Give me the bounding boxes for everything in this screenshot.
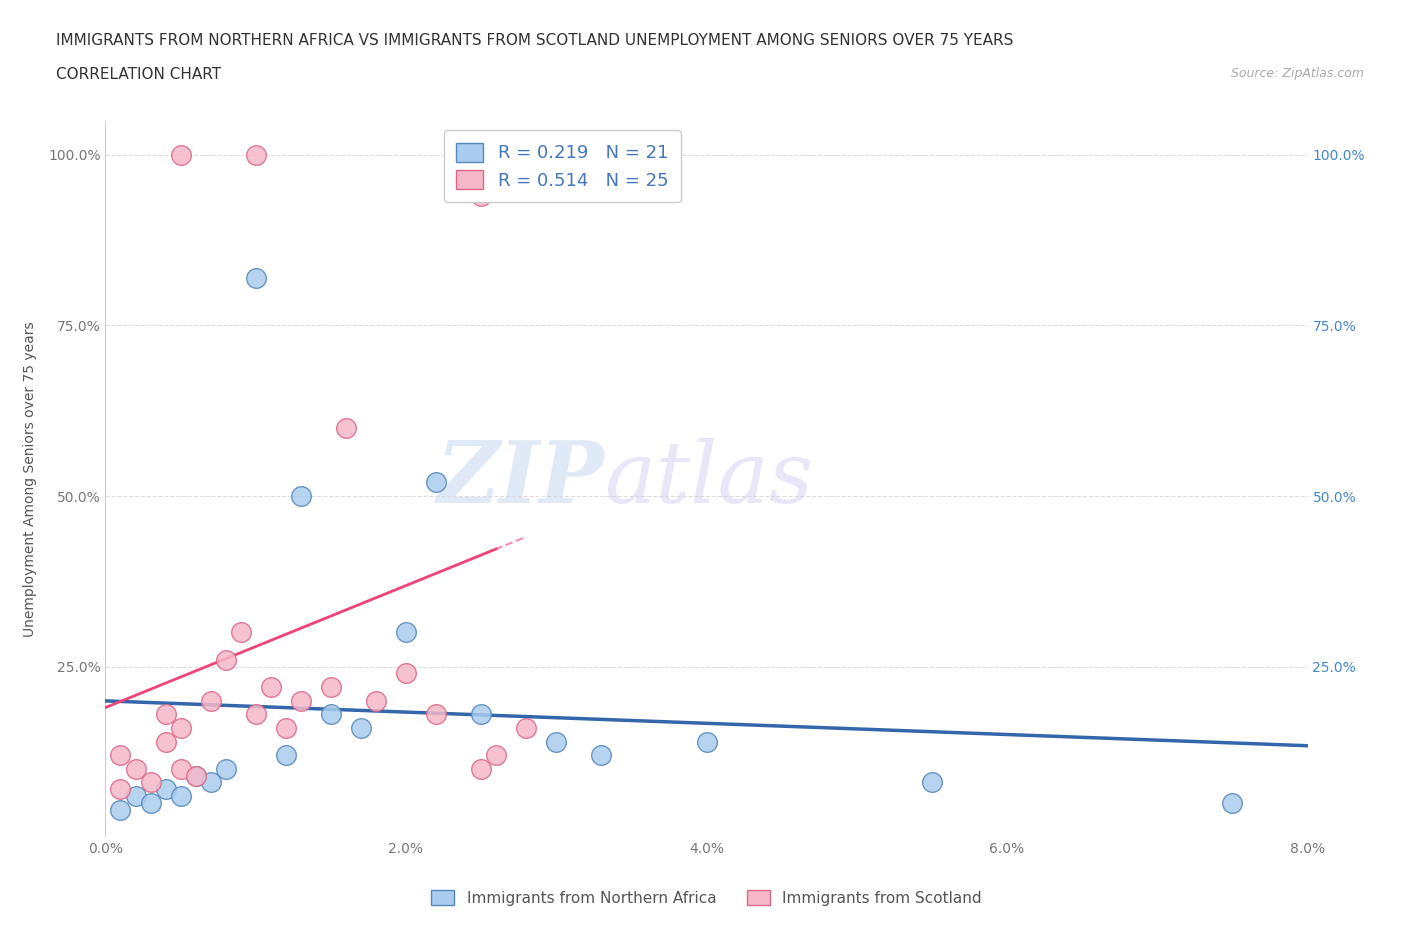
Point [169, 762, 191, 777]
Point [546, 734, 568, 749]
Point [110, 803, 132, 817]
Point [124, 789, 146, 804]
Point [229, 625, 252, 640]
Point [200, 693, 222, 708]
Point [200, 775, 222, 790]
Text: CORRELATION CHART: CORRELATION CHART [56, 67, 221, 82]
Point [169, 148, 191, 163]
Point [110, 782, 132, 797]
Point [350, 721, 373, 736]
Point [470, 707, 492, 722]
Point [169, 789, 191, 804]
Text: atlas: atlas [605, 438, 814, 520]
Y-axis label: Unemployment Among Seniors over 75 years: Unemployment Among Seniors over 75 years [22, 321, 37, 637]
Legend: Immigrants from Northern Africa, Immigrants from Scotland: Immigrants from Northern Africa, Immigra… [426, 884, 987, 911]
Point [290, 693, 312, 708]
Point [319, 707, 342, 722]
Point [485, 748, 508, 763]
Point [260, 680, 283, 695]
Text: ZIP: ZIP [436, 437, 605, 521]
Text: Source: ZipAtlas.com: Source: ZipAtlas.com [1230, 67, 1364, 80]
Point [274, 748, 297, 763]
Point [184, 768, 207, 783]
Point [245, 148, 267, 163]
Point [124, 762, 146, 777]
Point [591, 748, 613, 763]
Point [184, 768, 207, 783]
Point [245, 271, 267, 286]
Point [214, 762, 236, 777]
Point [139, 775, 162, 790]
Point [169, 721, 191, 736]
Point [696, 734, 718, 749]
Point [214, 652, 236, 667]
Point [425, 707, 447, 722]
Point [335, 420, 357, 435]
Point [470, 148, 492, 163]
Point [425, 475, 447, 490]
Point [921, 775, 943, 790]
Point [290, 488, 312, 503]
Point [155, 707, 177, 722]
Point [395, 625, 418, 640]
Point [1222, 795, 1244, 810]
Point [245, 707, 267, 722]
Point [364, 693, 387, 708]
Point [110, 748, 132, 763]
Point [139, 795, 162, 810]
Point [515, 721, 537, 736]
Point [395, 666, 418, 681]
Text: IMMIGRANTS FROM NORTHERN AFRICA VS IMMIGRANTS FROM SCOTLAND UNEMPLOYMENT AMONG S: IMMIGRANTS FROM NORTHERN AFRICA VS IMMIG… [56, 33, 1014, 47]
Point [319, 680, 342, 695]
Point [470, 189, 492, 204]
Point [155, 734, 177, 749]
Point [274, 721, 297, 736]
Point [470, 762, 492, 777]
Point [155, 782, 177, 797]
